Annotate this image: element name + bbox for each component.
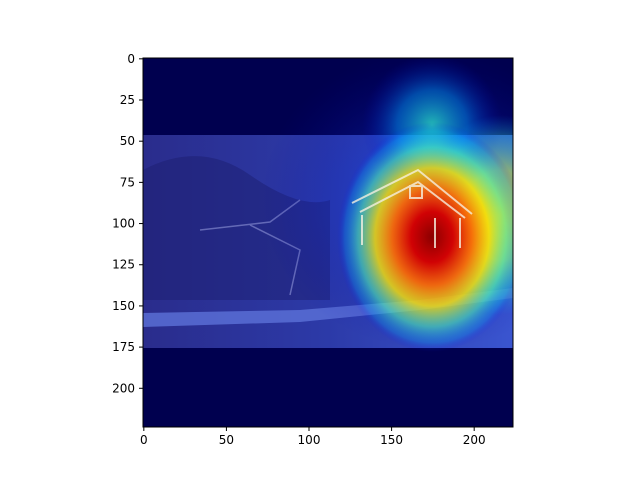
- x-tick-label: 50: [219, 433, 234, 447]
- road-stripe: [143, 288, 513, 327]
- x-tick-label: 0: [140, 433, 148, 447]
- y-tick-label: 125: [112, 258, 135, 272]
- y-tick-label: 200: [112, 381, 135, 395]
- y-axis: 0 25 50 75 100 125 150 175 200: [112, 52, 143, 395]
- y-tick-label: 150: [112, 299, 135, 313]
- x-tick-label: 150: [380, 433, 403, 447]
- x-axis: 0 50 100 150 200: [140, 427, 486, 447]
- plot-area: [143, 58, 513, 427]
- hotspot-main: [337, 122, 513, 352]
- y-tick-label: 25: [120, 93, 135, 107]
- y-tick-label: 50: [120, 134, 135, 148]
- y-tick-label: 0: [127, 52, 135, 66]
- plot-frame: [142, 57, 514, 428]
- y-tick-label: 100: [112, 217, 135, 231]
- x-tick-label: 200: [463, 433, 486, 447]
- house-outline: [351, 168, 473, 248]
- y-tick-label: 175: [112, 340, 135, 354]
- x-tick-label: 100: [298, 433, 321, 447]
- y-tick-label: 75: [120, 175, 135, 189]
